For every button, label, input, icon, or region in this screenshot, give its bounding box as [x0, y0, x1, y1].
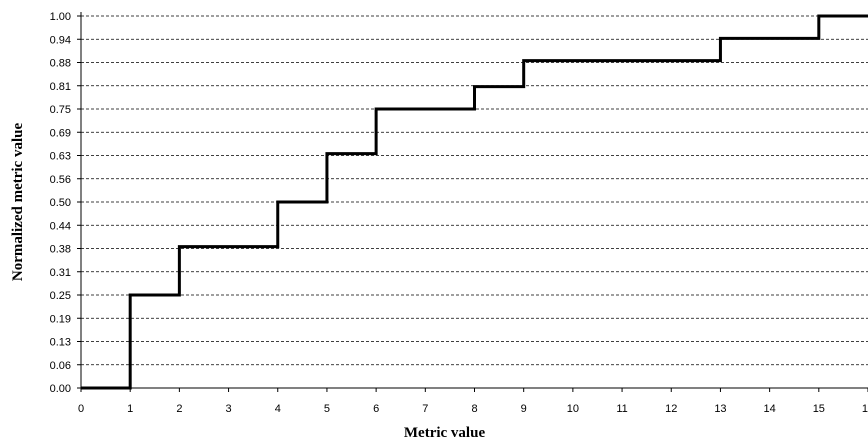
y-tick-label: 0.56 [50, 174, 71, 186]
y-tick-label: 0.38 [50, 244, 71, 256]
series-step-line [81, 14, 868, 390]
x-tick-label: 2 [176, 403, 182, 415]
y-tick-label: 0.31 [50, 267, 71, 279]
y-tick-label: 0.81 [50, 81, 71, 93]
x-tick-label: 11 [616, 403, 627, 415]
grid-lines [81, 15, 868, 366]
y-tick-label: 0.00 [50, 383, 71, 395]
x-tick-label: 7 [422, 403, 428, 415]
y-tick-label: 1.00 [50, 11, 71, 23]
x-tick-label: 1 [127, 403, 133, 415]
x-tick-label: 10 [567, 403, 579, 415]
x-tick-label: 3 [226, 403, 232, 415]
y-tick-label: 0.44 [50, 220, 71, 232]
tick-labels: 0.00 0.06 0.13 0.19 0.25 0.31 0.38 0.44 0.50 0.56… [50, 11, 868, 415]
y-tick-label: 0.88 [50, 58, 71, 70]
y-tick-label: 0.25 [50, 290, 71, 302]
x-tick-label: 12 [665, 403, 677, 415]
x-tick-label: 5 [324, 403, 330, 415]
x-tick-label: 14 [764, 403, 776, 415]
y-tick-label: 0.06 [50, 360, 71, 372]
y-tick-label: 0.69 [50, 127, 71, 139]
x-tick-label: 8 [471, 403, 477, 415]
y-axis-title: Normalized metric value [10, 123, 26, 282]
y-tick-label: 0.75 [50, 104, 71, 116]
series-layer [81, 14, 868, 390]
axes [77, 12, 868, 392]
x-tick-label: 0 [78, 403, 84, 415]
x-tick-label: 15 [813, 403, 825, 415]
x-tick-label: 13 [714, 403, 726, 415]
y-tick-label: 0.94 [50, 34, 71, 46]
y-tick-label: 0.50 [50, 197, 71, 209]
y-tick-label: 0.13 [50, 337, 71, 349]
x-axis-title: Metric value [404, 425, 486, 441]
x-tick-label: 6 [373, 403, 379, 415]
y-tick-label: 0.19 [50, 313, 71, 325]
x-tick-label: 4 [275, 403, 281, 415]
x-tick-label: 16 [862, 403, 868, 415]
x-tick-label: 9 [521, 403, 527, 415]
y-tick-label: 0.63 [50, 151, 71, 163]
